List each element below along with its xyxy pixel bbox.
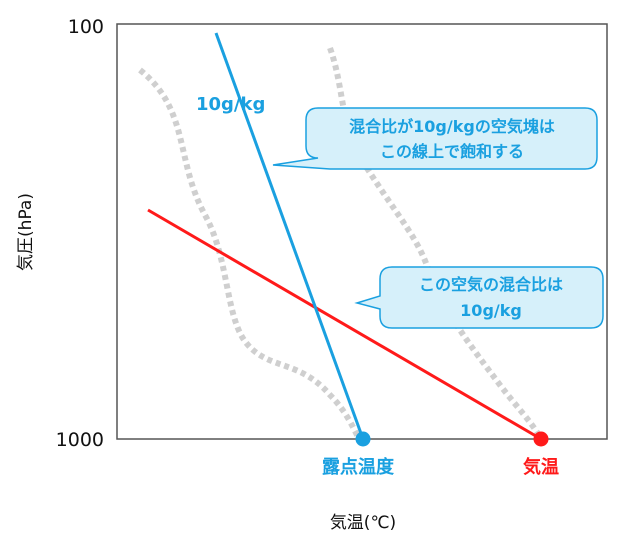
temperature-marker (533, 431, 549, 447)
mixing-ratio-line (214, 32, 365, 440)
callout-mixing-ratio-bubble (354, 266, 604, 329)
callout-mixing-ratio-line-1: この空気の混合比は (419, 275, 563, 294)
temperature-label: 気温 (523, 456, 559, 478)
y-axis-title: 気圧(hPa) (16, 193, 36, 271)
x-axis-title: 気温(℃) (330, 513, 396, 533)
callout-mixing-ratio-line-2: 10g/kg (460, 301, 522, 320)
callout-saturation-line-2: この線上で飽和する (380, 142, 524, 161)
y-tick-bottom: 1000 (56, 429, 104, 451)
dew-point-label: 露点温度 (322, 456, 395, 478)
callout-saturation: 混合比が10g/kgの空気塊は この線上で飽和する (272, 107, 598, 170)
callout-mixing-ratio: この空気の混合比は 10g/kg (354, 266, 604, 329)
dew-point-marker (355, 431, 371, 447)
mixing-ratio-label: 10g/kg (196, 94, 265, 115)
dotted-curve-left (138, 67, 361, 439)
callout-saturation-bubble (272, 107, 598, 170)
y-tick-top: 100 (68, 16, 104, 38)
temperature-line (147, 208, 542, 441)
callout-saturation-line-1: 混合比が10g/kgの空気塊は (349, 117, 555, 136)
plot-frame (116, 23, 608, 440)
